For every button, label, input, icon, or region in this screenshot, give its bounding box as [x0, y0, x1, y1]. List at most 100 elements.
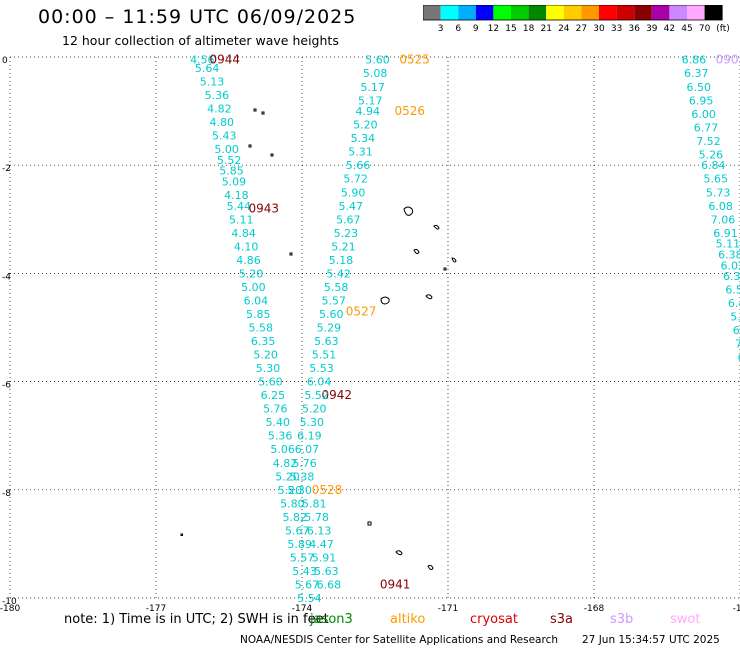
swh-value: 6.04	[307, 376, 332, 389]
swh-value: 5.21	[331, 240, 356, 253]
swh-value: 4.47	[309, 538, 334, 551]
swh-value: 5.47	[339, 200, 364, 213]
colorbar-tick: 30	[593, 24, 605, 34]
swh-value: 6.08	[708, 200, 733, 213]
swh-value: 6.00	[691, 108, 716, 121]
colorbar-tick: 39	[646, 24, 658, 34]
note-text: note: 1) Time is in UTC; 2) SWH is in fe…	[64, 612, 329, 627]
swh-value: 5.80	[280, 497, 305, 510]
colorbar-tick: 6	[455, 24, 461, 34]
colorbar-swatch	[423, 5, 441, 20]
swh-value: 5.40	[266, 416, 291, 429]
colorbar-tick: 42	[664, 24, 675, 34]
wave-height-map: -180 -177 -174 -171 -168 -16 0 -2 -4 -6 -8 -10 4.56…	[0, 53, 740, 612]
swh-value: 7.	[735, 338, 740, 351]
legend-altiko: altiko	[390, 612, 426, 627]
swh-value: 6.02	[721, 259, 740, 272]
swh-value: 5.09	[222, 175, 247, 188]
chart-subtitle: 12 hour collection of altimeter wave hei…	[62, 33, 339, 48]
swh-value: 5.42	[326, 267, 351, 280]
swh-value: 5.26	[699, 148, 724, 161]
island-shape	[180, 521, 434, 571]
swh-value: 5.38	[290, 470, 315, 483]
swh-value: 5.43	[212, 129, 237, 142]
swh-value: 5.91	[312, 551, 337, 564]
x-tick-label: -168	[584, 604, 605, 612]
swh-value: 5.17	[358, 94, 383, 107]
y-tick-label: -8	[2, 489, 11, 499]
x-tick-label: -171	[438, 604, 458, 612]
swh-value: 5.64	[195, 62, 220, 75]
time-label: 0942	[321, 388, 352, 402]
colorbar-swatch	[563, 5, 582, 20]
swh-value: 6.91	[713, 227, 738, 240]
swh-value: 6.84	[701, 159, 726, 172]
colorbar-swatch	[546, 5, 564, 20]
swh-value: 6.38	[718, 248, 740, 261]
x-tick-label: -16	[733, 604, 740, 612]
swh-value: 7.06	[711, 213, 736, 226]
x-tick-label: -174	[292, 604, 313, 612]
swh-value: 6.25	[261, 389, 286, 402]
track-s3b: 6.866.376.506.956.006.777.525.266.845.65…	[682, 53, 740, 365]
colorbar-swatch	[511, 5, 529, 20]
swh-value: 5.43	[292, 565, 317, 578]
swh-value: 4.86	[236, 254, 260, 267]
time-label: 0941	[380, 577, 411, 591]
swh-value: 5.53	[309, 362, 334, 375]
swh-value: 4.82	[273, 457, 298, 470]
swh-value: 5.00	[214, 143, 239, 156]
chart-title: 00:00 – 11:59 UTC 06/09/2025	[38, 6, 357, 28]
colorbar-swatch	[669, 5, 687, 20]
colorbar-swatch	[616, 5, 635, 20]
swh-value: 6.50	[686, 81, 711, 94]
swh-value: 5.89	[287, 538, 312, 551]
swh-value: 7.52	[696, 135, 721, 148]
colorbar-tick: 27	[576, 24, 587, 34]
swh-value: 5.08	[363, 67, 388, 80]
swh-value: 5.57	[321, 294, 346, 307]
swh-value: 5.76	[292, 457, 317, 470]
swh-value: 5.58	[324, 281, 349, 294]
swh-value: 5.17	[360, 81, 385, 94]
swh-value: 6.35	[251, 335, 276, 348]
swh-value: 5.81	[302, 497, 327, 510]
time-label: 0527	[346, 304, 377, 318]
swh-value: 5.52	[304, 389, 329, 402]
colorbar-swatch	[493, 5, 511, 20]
satellite-tracks: 4.565.645.135.364.824.805.435.005.525.85…	[190, 53, 740, 605]
swh-value: 4.18	[224, 189, 249, 202]
time-label: 0905	[716, 53, 740, 67]
swh-value: 5.11	[716, 238, 740, 251]
swh-value: 5.30	[256, 362, 281, 375]
swh-value: 5.65	[704, 173, 729, 186]
swh-value: 6.58	[725, 284, 740, 297]
x-tick-label: -180	[0, 604, 20, 612]
legend-jason3: jason3	[310, 612, 353, 627]
swh-value: 6.33	[723, 270, 740, 283]
swh-value: 5.76	[263, 403, 288, 416]
swh-value: 5.29	[317, 322, 342, 335]
swh-value: 6.04	[244, 294, 269, 307]
colorbar-swatch	[704, 5, 723, 20]
swh-value: 5.9	[730, 311, 740, 324]
swh-value: 4.10	[234, 240, 259, 253]
colorbar-swatch	[528, 5, 547, 20]
colorbar-tick: 9	[473, 24, 479, 34]
colorbar-swatch	[634, 5, 652, 20]
swh-value: 5.36	[205, 89, 230, 102]
swh-value: 5.30	[287, 484, 312, 497]
swh-value: 4.82	[207, 102, 232, 115]
swh-value: 6.19	[297, 430, 322, 443]
time-label: 0944	[210, 53, 241, 67]
swh-value: 5.63	[314, 565, 339, 578]
colorbar-swatch	[475, 5, 494, 20]
island-shape	[289, 252, 433, 305]
swh-value: 6.4	[728, 297, 740, 310]
colorbar-unit: (ft)	[716, 24, 730, 34]
swh-value: 6.95	[689, 94, 714, 107]
y-tick-label: -10	[2, 597, 17, 607]
swh-value: 5.20	[302, 403, 327, 416]
time-label: 0525	[399, 53, 430, 67]
swh-value: 5.72	[343, 173, 368, 186]
